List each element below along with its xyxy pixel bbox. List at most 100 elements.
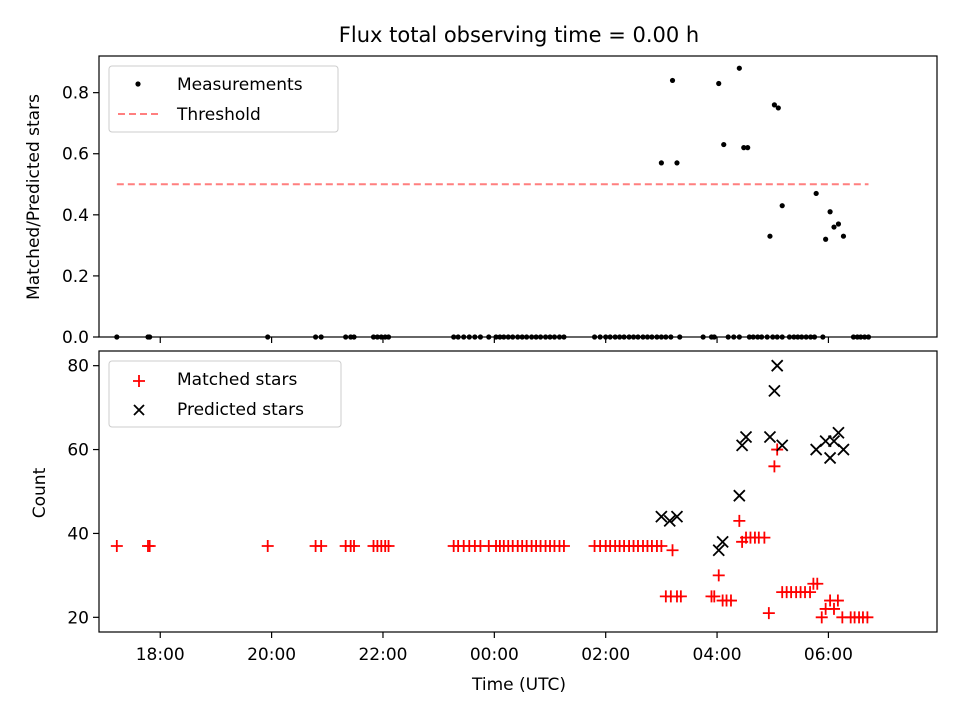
measurement-point bbox=[700, 334, 706, 340]
predicted-star-point bbox=[768, 384, 781, 397]
measurement-point bbox=[862, 334, 868, 340]
matched-star-point bbox=[815, 611, 828, 624]
measurement-point bbox=[831, 224, 837, 230]
measurement-point bbox=[858, 334, 864, 340]
bottom-x-ticks: 18:00 20:00 22:00 00:00 02:00 04:00 06:00 bbox=[136, 632, 853, 665]
measurement-point bbox=[477, 334, 484, 340]
measurement-point bbox=[524, 334, 530, 340]
measurement-point bbox=[644, 334, 651, 340]
measurement-point bbox=[799, 334, 805, 340]
legend-predicted-label: Predicted stars bbox=[177, 400, 304, 420]
predicted-star-point bbox=[670, 510, 684, 523]
bottom-y-axis-label: Count bbox=[30, 467, 50, 518]
measurement-point bbox=[658, 160, 664, 166]
matched-star-point bbox=[382, 540, 395, 553]
measurement-point bbox=[663, 334, 669, 340]
measurement-point bbox=[510, 334, 516, 340]
top-y-tick-label: 0.0 bbox=[62, 328, 89, 348]
predicted-star-point bbox=[716, 535, 729, 548]
bottom-axes-frame bbox=[98, 350, 938, 633]
measurement-point bbox=[374, 334, 381, 340]
predicted-star-point bbox=[771, 359, 784, 372]
top-y-tick-label: 0.6 bbox=[62, 145, 89, 165]
measurement-point bbox=[542, 334, 549, 340]
bottom-y-tick-label: 40 bbox=[67, 524, 89, 544]
measurement-point bbox=[533, 334, 539, 340]
measurement-point bbox=[493, 334, 499, 340]
predicted-star-point bbox=[837, 443, 850, 456]
top-y-tick-label: 0.2 bbox=[62, 267, 89, 287]
x-tick-label: 00:00 bbox=[470, 645, 519, 665]
measurement-point bbox=[626, 334, 632, 340]
matched-star-point bbox=[827, 602, 840, 615]
predicted-star-point bbox=[739, 430, 753, 444]
matched-star-point bbox=[110, 540, 123, 553]
measurement-point bbox=[603, 334, 609, 340]
legend-predicted-marker bbox=[133, 404, 145, 416]
x-tick-label: 02:00 bbox=[581, 645, 630, 665]
top-data-marks bbox=[114, 65, 872, 340]
measurement-point bbox=[865, 334, 872, 340]
x-tick-label: 06:00 bbox=[804, 645, 853, 665]
matched-star-point bbox=[315, 540, 328, 553]
measurement-point bbox=[472, 334, 478, 340]
measurement-point bbox=[745, 145, 751, 151]
predicted-star-point bbox=[776, 439, 789, 452]
matched-star-point bbox=[674, 590, 687, 603]
bottom-y-tick-label: 20 bbox=[67, 608, 89, 628]
measurement-point bbox=[519, 334, 525, 340]
matched-star-point bbox=[348, 540, 361, 553]
measurement-point bbox=[840, 233, 847, 239]
measurement-point bbox=[114, 334, 120, 340]
measurement-point bbox=[617, 334, 623, 340]
matched-star-point bbox=[811, 577, 824, 590]
measurement-point bbox=[767, 233, 773, 239]
measurement-point bbox=[343, 334, 349, 340]
measurement-point bbox=[591, 334, 598, 340]
measurement-point bbox=[466, 334, 472, 340]
measurement-point bbox=[791, 334, 797, 340]
measurement-point bbox=[597, 334, 603, 340]
measurement-point bbox=[764, 334, 770, 340]
top-y-tick-label: 0.8 bbox=[62, 84, 89, 104]
measurement-point bbox=[668, 334, 674, 340]
measurement-point bbox=[649, 334, 655, 340]
bottom-y-ticks: 20 40 60 80 bbox=[67, 357, 99, 628]
top-panel: 0.00.20.40.60.8 Matched/Predicted stars … bbox=[24, 55, 938, 348]
measurement-point bbox=[770, 334, 776, 340]
predicted-star-point bbox=[735, 439, 749, 452]
top-y-axis-label: Matched/Predicted stars bbox=[24, 94, 44, 300]
measurement-point bbox=[486, 334, 492, 340]
measurement-point bbox=[674, 160, 680, 166]
bottom-y-tick-label: 80 bbox=[67, 357, 89, 377]
predicted-star-point bbox=[763, 430, 777, 444]
measurement-point bbox=[385, 334, 392, 340]
measurement-point bbox=[725, 334, 731, 340]
measurement-point bbox=[654, 334, 660, 340]
measurement-point bbox=[378, 334, 384, 340]
measurement-point bbox=[147, 334, 153, 340]
chart-title: Flux total observing time = 0.00 h bbox=[339, 23, 699, 47]
matched-star-point bbox=[712, 569, 725, 582]
legend-measurements-label: Measurements bbox=[177, 75, 303, 95]
measurement-point bbox=[455, 334, 461, 340]
x-tick-label: 18:00 bbox=[136, 645, 185, 665]
measurement-point bbox=[451, 334, 457, 340]
legend-measurements-marker bbox=[135, 81, 141, 87]
measurement-point bbox=[803, 334, 809, 340]
legend-matched-marker bbox=[133, 375, 145, 387]
measurement-point bbox=[759, 334, 765, 340]
x-axis-label: Time (UTC) bbox=[471, 675, 566, 695]
measurement-point bbox=[850, 334, 857, 340]
measurement-point bbox=[808, 334, 814, 340]
measurement-point bbox=[813, 190, 819, 197]
measurement-point bbox=[551, 334, 558, 340]
top-y-ticks: 0.0 0.2 0.4 0.6 0.8 bbox=[62, 84, 99, 348]
measurement-point bbox=[677, 334, 683, 340]
measurement-point bbox=[640, 334, 646, 340]
matched-star-point bbox=[831, 594, 844, 607]
measurement-point bbox=[505, 334, 511, 340]
x-tick-label: 22:00 bbox=[358, 645, 407, 665]
matched-star-point bbox=[804, 586, 817, 599]
